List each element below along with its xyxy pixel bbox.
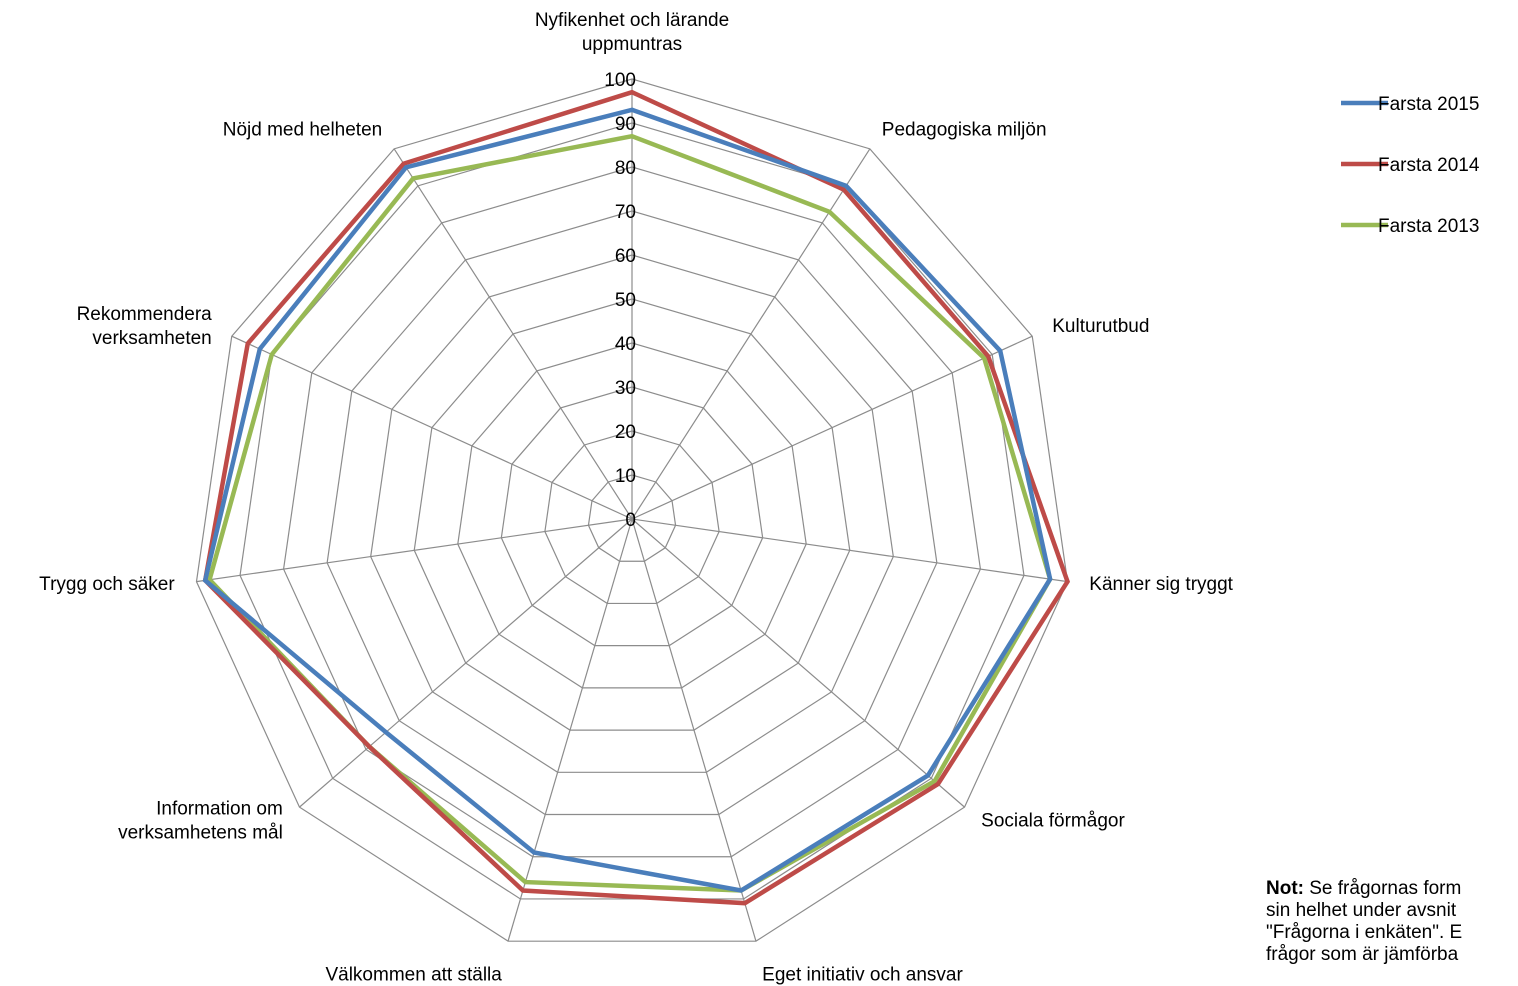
legend-item-2: Farsta 2014 xyxy=(1341,155,1480,176)
legend-label: Farsta 2013 xyxy=(1378,216,1479,237)
axis-label-1-line-1: Nyfikenhet och lärande xyxy=(535,10,729,31)
tick-label-80: 80 xyxy=(615,158,636,179)
legend-label: Farsta 2014 xyxy=(1378,155,1480,176)
tick-label-10: 10 xyxy=(615,466,636,487)
grid-spoke-3 xyxy=(631,335,1033,520)
footnote-line-4: frågor som är jämförba xyxy=(1266,944,1459,965)
grid-spoke-6 xyxy=(631,518,757,942)
axis-label-10-line-1: Rekommendera xyxy=(77,304,213,325)
axis-label-5: Sociala förmågor xyxy=(981,811,1125,832)
footnote: Not: Se frågornas form sin helhet under … xyxy=(1266,878,1518,966)
grid-ring-100 xyxy=(195,78,1069,942)
tick-label-30: 30 xyxy=(615,378,636,399)
axis-label-3-line-1: Kulturutbud xyxy=(1052,316,1149,337)
axis-label-1-line-2: uppmuntras xyxy=(582,34,682,55)
series-lines xyxy=(202,89,1071,906)
axis-label-11-line-1: Nöjd med helheten xyxy=(223,119,383,140)
axis-label-9-line-1: Trygg och säker xyxy=(39,574,175,595)
axis-label-5-line-1: Sociala förmågor xyxy=(981,811,1125,832)
grid-spoke-8 xyxy=(299,518,633,808)
axis-label-8-line-2: verksamhetens mål xyxy=(118,823,283,844)
legend-item-3: Farsta 2013 xyxy=(1341,216,1479,237)
grid-ring-40 xyxy=(457,342,807,689)
tick-label-60: 60 xyxy=(615,246,636,267)
axis-label-8-line-1: Information om xyxy=(156,799,283,820)
grid-ring-20 xyxy=(544,430,720,605)
axis-label-2: Pedagogiska miljön xyxy=(882,119,1047,140)
grid-spoke-11 xyxy=(393,148,633,520)
legend: Farsta 2015 Farsta 2014 Farsta 2013 xyxy=(1341,94,1480,237)
grid-spoke-9 xyxy=(196,518,633,583)
axis-label-8: Information om verksamhetens mål xyxy=(118,799,283,844)
tick-label-50: 50 xyxy=(615,290,636,311)
grid-ring-70 xyxy=(326,210,938,816)
grid-spoke-4 xyxy=(631,518,1068,583)
footnote-line-1: Not: Se frågornas form xyxy=(1266,878,1518,900)
axis-label-10-line-2: verksamheten xyxy=(92,328,211,349)
grid-ring-60 xyxy=(370,254,894,773)
grid-ring-50 xyxy=(413,298,851,731)
radar-grid xyxy=(195,78,1069,942)
axis-label-7-line-1: Välkommen att ställa xyxy=(325,964,502,985)
axis-label-2-line-1: Pedagogiska miljön xyxy=(882,119,1047,140)
series-farsta-2014 xyxy=(202,89,1071,906)
grid-spoke-10 xyxy=(231,335,633,520)
series-farsta-2013 xyxy=(207,133,1053,893)
tick-label-100: 100 xyxy=(604,70,636,91)
legend-item-1: Farsta 2015 xyxy=(1341,94,1479,115)
axis-label-4-line-1: Känner sig tryggt xyxy=(1089,574,1233,595)
axis-label-10: Rekommendera verksamheten xyxy=(77,304,213,349)
radial-tick-labels: 0 10 20 30 40 50 60 70 80 90 100 xyxy=(604,70,636,531)
axis-labels: Nyfikenhet och lärande uppmuntras Pedagogi… xyxy=(39,10,1233,985)
axis-label-6: Eget initiativ och ansvar xyxy=(762,964,963,985)
legend-label: Farsta 2015 xyxy=(1378,94,1479,115)
axis-label-9: Trygg och säker xyxy=(39,574,175,595)
grid-ring-80 xyxy=(282,166,982,858)
footnote-line-3: "Frågorna i enkäten". E xyxy=(1266,922,1463,943)
grid-spoke-7 xyxy=(507,518,633,942)
footnote-label: Not: xyxy=(1266,878,1304,899)
tick-label-40: 40 xyxy=(615,334,636,355)
axis-label-3: Kulturutbud xyxy=(1052,316,1149,337)
axis-label-7: Välkommen att ställafrågor xyxy=(325,964,502,985)
series-farsta-2015 xyxy=(202,107,1053,893)
axis-label-11: Nöjd med helheten xyxy=(223,119,383,140)
grid-ring-10 xyxy=(587,474,677,562)
footnote-line-2: sin helhet under avsnit xyxy=(1266,900,1457,921)
tick-label-90: 90 xyxy=(615,114,636,135)
tick-label-0: 0 xyxy=(625,510,636,531)
axis-label-1: Nyfikenhet och lärande uppmuntras xyxy=(535,10,729,55)
tick-label-20: 20 xyxy=(615,422,636,443)
footnote-text-1: Se frågornas form xyxy=(1303,878,1462,899)
axis-label-6-line-1: Eget initiativ och ansvar xyxy=(762,964,963,985)
axis-label-4: Känner sig tryggt xyxy=(1089,574,1233,595)
tick-label-70: 70 xyxy=(615,202,636,223)
grid-spoke-5 xyxy=(631,518,965,808)
grid-ring-30 xyxy=(500,386,764,647)
